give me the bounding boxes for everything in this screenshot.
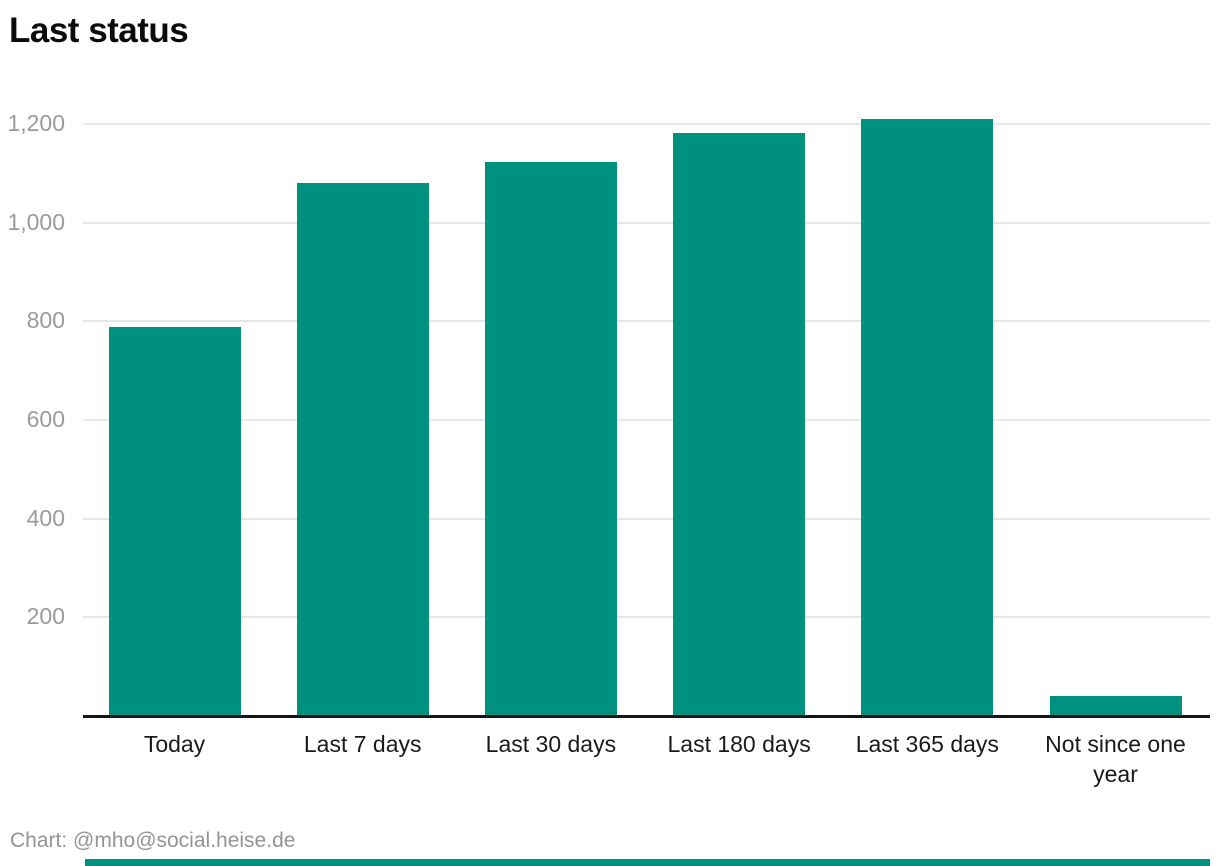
x-axis-category-label: Not since one year bbox=[1045, 731, 1186, 787]
bar-last-365-days bbox=[861, 119, 994, 716]
y-axis-tick-label: 1,200 bbox=[7, 110, 65, 136]
bar-last-180-days bbox=[673, 133, 806, 716]
y-axis-tick-label: 200 bbox=[26, 603, 65, 630]
bar-last-30-days bbox=[484, 162, 617, 716]
gridline-1000 bbox=[83, 221, 1210, 224]
gridline-800 bbox=[83, 320, 1210, 323]
bottom-accent-strip bbox=[85, 859, 1210, 866]
bar-last-7-days bbox=[296, 183, 429, 716]
x-axis-line bbox=[83, 715, 1210, 718]
x-axis-category-label: Last 365 days bbox=[855, 731, 999, 757]
y-axis-tick-label: 800 bbox=[26, 307, 65, 334]
gridline-200 bbox=[83, 616, 1210, 619]
chart-attribution: Chart: @mho@social.heise.de bbox=[10, 829, 296, 852]
gridline-600 bbox=[83, 419, 1210, 421]
plot-area: 200 400 600 800 1,000 1,200 bbox=[7, 0, 1210, 716]
y-axis-tick-label: 1,000 bbox=[7, 208, 65, 235]
gridline-1200 bbox=[83, 123, 1210, 125]
x-axis-labels: Today Last 7 days Last 30 days Last 180 day… bbox=[85, 729, 1210, 789]
chart-title: Last status bbox=[9, 11, 189, 50]
bar-today bbox=[108, 327, 241, 716]
y-axis-tick-label: 600 bbox=[26, 406, 65, 432]
x-axis-category-label: Today bbox=[143, 731, 206, 757]
x-axis-category-label: Last 180 days bbox=[667, 731, 811, 757]
bar-not-since-one-year bbox=[1049, 696, 1182, 716]
x-axis-category-label: Last 30 days bbox=[485, 731, 617, 757]
gridline-400 bbox=[83, 517, 1210, 520]
x-axis-category-label: Last 7 days bbox=[303, 731, 422, 757]
y-axis-tick-label: 400 bbox=[26, 504, 65, 531]
